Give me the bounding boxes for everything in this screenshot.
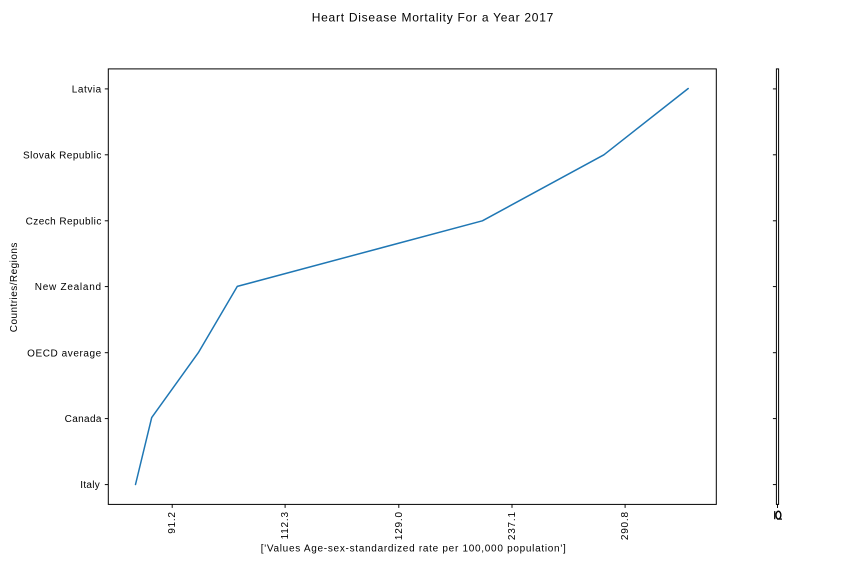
svg-text:Slovak Republic: Slovak Republic xyxy=(23,150,102,161)
svg-text:['Values Age-sex-standardized: ['Values Age-sex-standardized rate per 1… xyxy=(261,543,567,554)
svg-text:290.8: 290.8 xyxy=(620,511,631,540)
svg-text:237.1: 237.1 xyxy=(507,511,518,540)
svg-text:Latvia: Latvia xyxy=(72,85,102,96)
svg-text:Italy: Italy xyxy=(80,480,100,491)
svg-text:OECD average: OECD average xyxy=(27,348,102,359)
svg-text:112.3: 112.3 xyxy=(280,511,291,539)
svg-text:New Zealand: New Zealand xyxy=(35,282,102,293)
svg-text:Canada: Canada xyxy=(65,414,102,425)
svg-text:Heart Disease Mortality For a: Heart Disease Mortality For a Year 2017 xyxy=(312,11,554,25)
svg-text:Countries/Regions: Countries/Regions xyxy=(9,242,20,332)
svg-text:91.2: 91.2 xyxy=(167,511,178,534)
svg-text:Czech Republic: Czech Republic xyxy=(26,216,102,227)
svg-text:129.0: 129.0 xyxy=(394,511,405,540)
